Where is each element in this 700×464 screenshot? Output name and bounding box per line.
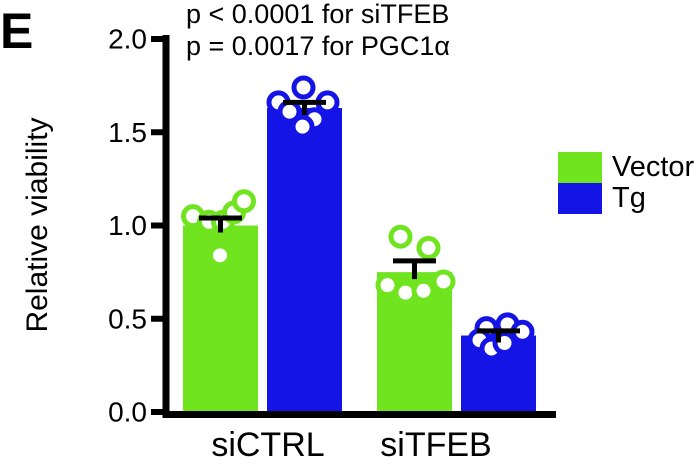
legend-item-tg: Tg bbox=[558, 183, 694, 214]
legend-swatch-vector bbox=[558, 152, 602, 183]
legend-swatch-tg bbox=[558, 183, 602, 214]
data-point bbox=[232, 189, 256, 214]
error-bar bbox=[393, 258, 436, 280]
legend-item-vector: Vector bbox=[558, 152, 694, 183]
y-tick-label: 2.0 bbox=[108, 24, 147, 55]
error-bar bbox=[199, 215, 242, 233]
y-tick-label: 0.0 bbox=[108, 397, 147, 428]
legend-label-tg: Tg bbox=[612, 182, 646, 214]
data-point bbox=[416, 235, 441, 260]
error-bar bbox=[477, 328, 520, 343]
data-point bbox=[431, 269, 456, 294]
data-point bbox=[388, 224, 413, 249]
legend: Vector Tg bbox=[558, 152, 694, 214]
panel-label: E bbox=[0, 3, 34, 59]
y-tick-label: 0.5 bbox=[108, 303, 147, 334]
stats-annotation: p < 0.0001 for siTFEB p = 0.0017 for PGC… bbox=[186, 0, 450, 62]
x-label-sictrl: siCTRL bbox=[211, 426, 324, 464]
y-tick-label: 1.0 bbox=[108, 210, 147, 241]
legend-label-vector: Vector bbox=[612, 151, 695, 183]
data-point bbox=[290, 114, 315, 139]
data-point bbox=[411, 278, 436, 303]
stats-line-1: p < 0.0001 for siTFEB bbox=[186, 0, 450, 29]
bar-sictrl-tg bbox=[267, 108, 342, 415]
y-tick-label: 1.5 bbox=[108, 117, 147, 148]
data-point bbox=[208, 243, 232, 268]
error-bar bbox=[283, 99, 326, 116]
x-label-sitfeb: siTFEB bbox=[380, 426, 491, 464]
data-point bbox=[291, 75, 316, 100]
stats-line-2: p = 0.0017 for PGC1α bbox=[186, 31, 451, 61]
